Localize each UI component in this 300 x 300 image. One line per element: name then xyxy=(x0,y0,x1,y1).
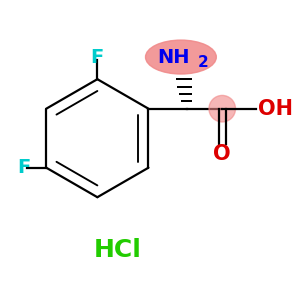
Text: O: O xyxy=(213,144,231,164)
Text: NH: NH xyxy=(157,48,190,67)
Text: OH: OH xyxy=(258,99,292,119)
Text: F: F xyxy=(91,48,104,67)
Text: HCl: HCl xyxy=(94,238,142,262)
Ellipse shape xyxy=(209,95,236,122)
Text: 2: 2 xyxy=(198,55,208,70)
Ellipse shape xyxy=(146,40,216,74)
Text: F: F xyxy=(17,158,31,177)
